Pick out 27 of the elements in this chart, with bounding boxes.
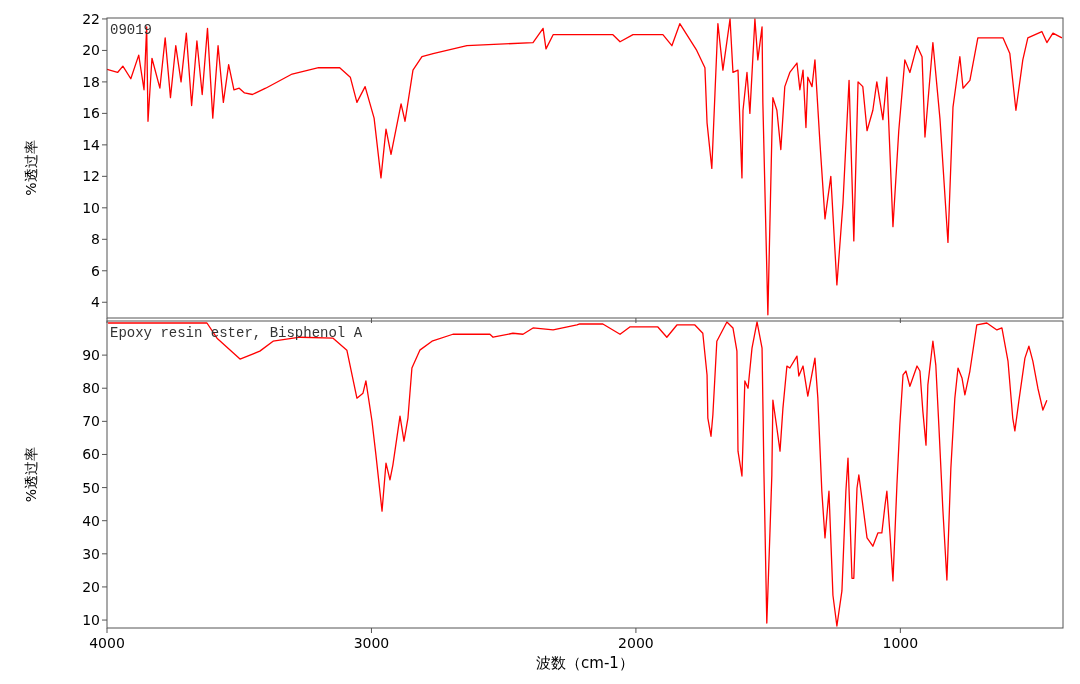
y-tick-label: 50	[82, 479, 100, 496]
y-tick-label: 12	[82, 168, 100, 185]
x-tick-label: 2000	[618, 635, 654, 651]
y-tick-label: 18	[82, 73, 100, 90]
y-tick-label: 4	[91, 294, 101, 311]
y-tick-label: 6	[91, 262, 101, 279]
y-tick-label: 22	[82, 10, 100, 27]
y-tick-label: 10	[82, 199, 100, 216]
y-tick-label: 60	[82, 446, 100, 463]
y-tick-label: 16	[82, 105, 101, 122]
x-tick-label: 1000	[882, 635, 919, 651]
y-tick-label: 10	[82, 612, 100, 629]
line-series	[107, 321, 1048, 627]
y-tick-label: 20	[82, 42, 100, 59]
x-tick-label: 3000	[353, 635, 390, 651]
y-tick-label: 30	[82, 545, 100, 562]
y-tick-label: 90	[82, 347, 100, 364]
y-tick-label: 80	[82, 380, 100, 397]
y-tick-label: 8	[91, 231, 100, 248]
y-axis-title: %透过率	[23, 140, 39, 196]
y-tick-label: 20	[82, 578, 100, 595]
x-axis-title: 波数（cm-1）	[536, 654, 634, 672]
y-tick-label: 70	[82, 413, 100, 430]
y-tick-label: 14	[82, 136, 101, 153]
x-tick-label: 4000	[89, 635, 125, 651]
y-axis-title: %透过率	[23, 446, 39, 503]
y-tick-label: 40	[82, 512, 100, 529]
